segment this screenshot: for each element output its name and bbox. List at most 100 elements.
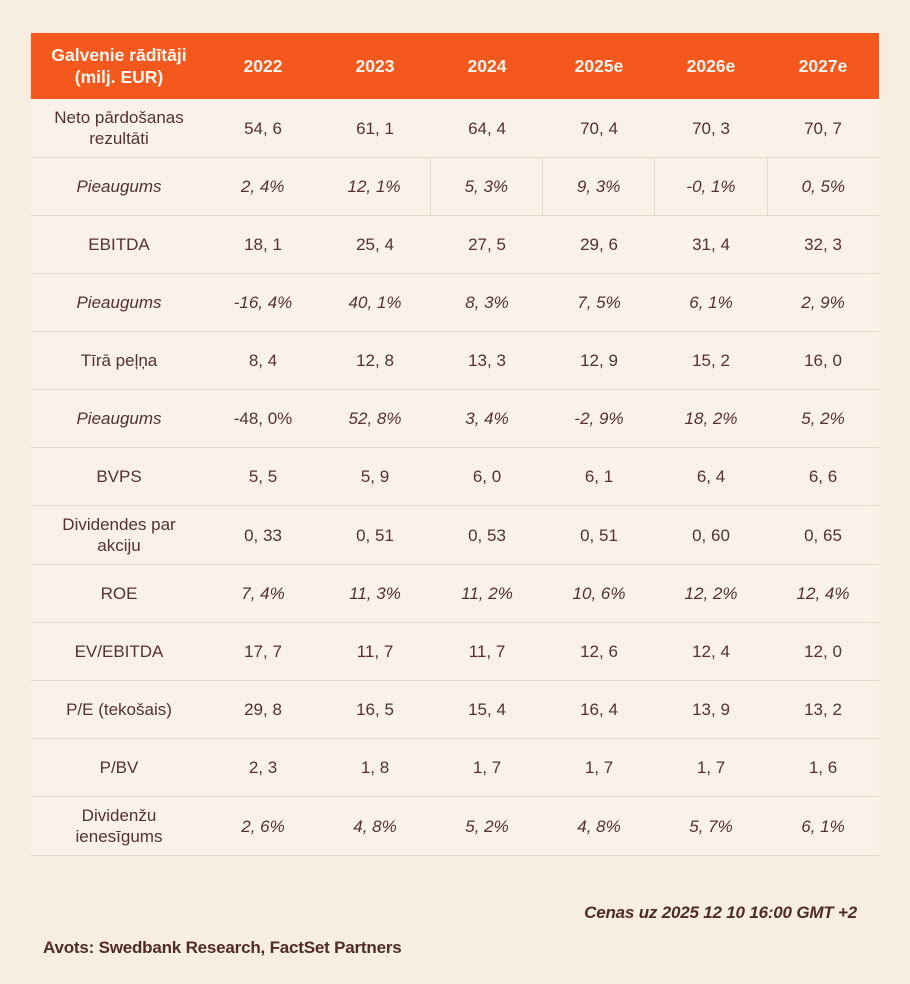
table-cell: 8, 4 (248, 351, 278, 370)
source-attribution: Avots: Swedbank Research, FactSet Partne… (43, 938, 402, 957)
table-cell: 15, 2 (692, 351, 730, 370)
table-cell: 16, 0 (804, 351, 842, 370)
column-header-year: 2023 (355, 55, 395, 76)
table-cell: 5, 3% (429, 158, 542, 215)
table-cell: 1, 7 (696, 758, 726, 777)
table-row: Pieaugums -16, 4% 40, 1% 8, 3% 7, 5% 6, 1% 2,… (31, 274, 879, 332)
table-footnotes: Cenas uz 2025 12 10 16:00 GMT +2 Avots: … (31, 903, 879, 958)
table-cell: 16, 4 (580, 700, 618, 719)
table-cell: 12, 1% (347, 177, 401, 196)
table-cell: 17, 7 (244, 642, 282, 661)
table-cell: 5, 5 (248, 467, 278, 486)
table-row: P/E (tekošais) 29, 8 16, 5 15, 4 16, 4 13, 9… (31, 681, 879, 739)
table-cell: 4, 8% (577, 816, 621, 836)
table-row: EBITDA 18, 1 25, 4 27, 5 29, 6 31, 4 32, 3 (31, 216, 879, 274)
table-cell: 2, 6% (241, 816, 285, 836)
table-cell: 6, 6 (808, 467, 838, 486)
table-cell: 0, 53 (468, 525, 506, 545)
table-cell: 2, 9% (801, 293, 845, 312)
table-cell: 8, 3% (465, 293, 509, 312)
table-row: BVPS 5, 5 5, 9 6, 0 6, 1 6, 4 6, 6 (31, 448, 879, 506)
column-header-year: 2025e (574, 55, 624, 76)
table-cell: 40, 1% (348, 293, 402, 312)
table-cell: 5, 7% (689, 816, 733, 836)
table-cell: 0, 60 (692, 525, 730, 545)
table-cell: 13, 2 (804, 700, 842, 719)
table-cell: 13, 9 (692, 700, 730, 719)
table-cell: 54, 6 (244, 118, 282, 138)
row-label: ROE (100, 584, 138, 603)
table-cell: 6, 0 (472, 467, 502, 486)
table-cell: 12, 8 (356, 351, 394, 370)
table-cell: 0, 65 (804, 525, 842, 545)
table-cell: 4, 8% (353, 816, 397, 836)
table-cell: 64, 4 (468, 118, 506, 138)
prices-timestamp-note: Cenas uz 2025 12 10 16:00 GMT +2 (584, 903, 857, 922)
table-cell: 12, 4 (692, 642, 730, 661)
table-row: ROE 7, 4% 11, 3% 11, 2% 10, 6% 12, 2% 12, 4% (31, 565, 879, 623)
table-cell: 6, 1% (801, 816, 845, 836)
table-cell: 11, 7 (356, 642, 394, 661)
row-label: Dividendes par akciju (62, 515, 176, 555)
row-label: Pieaugums (76, 293, 162, 312)
table-cell: 25, 4 (356, 235, 394, 254)
row-label: Pieaugums (76, 177, 162, 196)
row-label: P/BV (99, 758, 139, 777)
table-cell: 11, 3% (349, 584, 401, 603)
row-label: BVPS (96, 467, 142, 486)
table-cell: 0, 51 (580, 525, 618, 545)
table-cell: 11, 7 (468, 642, 506, 661)
table-row: Neto pārdošanas rezultāti 54, 6 61, 1 64, … (31, 99, 879, 158)
table-cell: 31, 4 (692, 235, 730, 254)
table-cell: 7, 5% (577, 293, 621, 312)
table-cell: 6, 4 (696, 467, 726, 486)
table-cell: 70, 7 (804, 118, 842, 138)
column-header-year: 2026e (686, 55, 736, 76)
table-cell: 5, 9 (360, 467, 390, 486)
table-cell: 6, 1% (689, 293, 733, 312)
row-label: EV/EBITDA (74, 642, 164, 661)
table-cell: 70, 4 (580, 118, 618, 138)
table-header-row: Galvenie rādītāji (milj. EUR) 2022 2023 20… (31, 33, 879, 99)
table-cell: 12, 2% (684, 584, 738, 603)
table-cell: 1, 8 (360, 758, 390, 777)
row-label: Neto pārdošanas rezultāti (54, 108, 184, 148)
table-cell: 12, 9 (580, 351, 618, 370)
table-cell: 0, 33 (244, 525, 282, 545)
table-cell: 12, 4% (796, 584, 850, 603)
key-indicators-table: Galvenie rādītāji (milj. EUR) 2022 2023 20… (31, 33, 879, 856)
table-header-title: Galvenie rādītāji (milj. EUR) (51, 45, 187, 87)
table-row: EV/EBITDA 17, 7 11, 7 11, 7 12, 6 12, 4 12, 0 (31, 623, 879, 681)
table-cell: 2, 3 (248, 758, 278, 777)
table-cell: -48, 0% (233, 409, 293, 428)
table-cell: 12, 0 (804, 642, 842, 661)
table-cell: 6, 1 (584, 467, 614, 486)
table-cell: 15, 4 (468, 700, 506, 719)
table-cell: 16, 5 (356, 700, 394, 719)
table-body: Neto pārdošanas rezultāti 54, 6 61, 1 64, … (31, 99, 879, 856)
table-cell: 27, 5 (468, 235, 506, 254)
table-cell: -0, 1% (654, 158, 766, 215)
table-cell: 18, 1 (244, 235, 282, 254)
table-cell: 5, 2% (801, 409, 845, 428)
table-cell: 1, 7 (584, 758, 614, 777)
table-cell: 52, 8% (348, 409, 402, 428)
table-cell: 1, 6 (808, 758, 838, 777)
table-row: Tīrā peļņa 8, 4 12, 8 13, 3 12, 9 15, 2 16, 0 (31, 332, 879, 390)
table-cell: 7, 4% (241, 584, 285, 603)
table-cell: 10, 6% (572, 584, 626, 603)
table-cell: 5, 2% (465, 816, 509, 836)
table-row: Pieaugums -48, 0% 52, 8% 3, 4% -2, 9% 18, 2%… (31, 390, 879, 448)
table-cell: 32, 3 (804, 235, 842, 254)
column-header-year: 2022 (243, 55, 283, 76)
row-label: EBITDA (88, 235, 150, 254)
table-row: P/BV 2, 3 1, 8 1, 7 1, 7 1, 7 1, 6 (31, 739, 879, 797)
row-label: P/E (tekošais) (66, 700, 172, 719)
table-cell: -2, 9% (574, 409, 624, 428)
table-cell: 29, 6 (580, 235, 618, 254)
table-cell: 2, 4% (240, 177, 285, 196)
table-row: Dividenžu ienesīgums 2, 6% 4, 8% 5, 2% 4, 8… (31, 797, 879, 856)
table-cell: 1, 7 (472, 758, 502, 777)
table-cell: 18, 2% (684, 409, 738, 428)
table-cell: -16, 4% (233, 293, 293, 312)
